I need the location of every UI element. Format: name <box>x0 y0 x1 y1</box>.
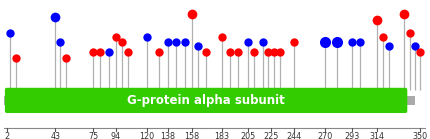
Point <box>333 41 340 43</box>
Point <box>112 36 119 38</box>
Point <box>63 57 70 59</box>
Point <box>276 51 283 53</box>
Text: 350: 350 <box>412 132 427 139</box>
Point <box>291 41 298 43</box>
Point <box>57 41 64 43</box>
Text: 120: 120 <box>139 132 154 139</box>
Point <box>321 41 328 43</box>
Point <box>349 41 356 43</box>
Point <box>90 51 97 53</box>
Point <box>203 51 209 53</box>
Point <box>357 41 364 43</box>
Bar <box>2 96 9 105</box>
Text: 270: 270 <box>317 132 332 139</box>
Point <box>218 36 225 38</box>
Text: 205: 205 <box>240 132 255 139</box>
Point <box>250 51 257 53</box>
Point <box>260 41 267 43</box>
Point <box>227 51 233 53</box>
Point <box>105 51 112 53</box>
Text: 225: 225 <box>264 132 279 139</box>
Point <box>385 44 392 47</box>
Point <box>235 51 242 53</box>
Text: 94: 94 <box>111 132 121 139</box>
Point <box>173 41 180 43</box>
Text: 138: 138 <box>161 132 175 139</box>
Point <box>124 51 131 53</box>
Text: 244: 244 <box>286 132 301 139</box>
Text: G-protein alpha subunit: G-protein alpha subunit <box>127 94 285 107</box>
Point <box>407 32 414 34</box>
Point <box>97 51 104 53</box>
FancyBboxPatch shape <box>5 88 407 113</box>
Text: 183: 183 <box>214 132 229 139</box>
Point <box>380 36 387 38</box>
Text: 2: 2 <box>4 132 9 139</box>
Point <box>264 51 271 53</box>
Text: 293: 293 <box>344 132 360 139</box>
Text: 314: 314 <box>369 132 384 139</box>
Point <box>155 51 162 53</box>
Point <box>7 32 14 34</box>
Point <box>13 57 20 59</box>
Point <box>52 15 59 18</box>
Bar <box>405 96 415 105</box>
Text: 158: 158 <box>184 132 200 139</box>
Point <box>244 41 251 43</box>
Point <box>194 44 201 47</box>
Text: 75: 75 <box>88 132 98 139</box>
Point <box>416 51 423 53</box>
Text: 43: 43 <box>50 132 60 139</box>
Point <box>412 44 418 47</box>
Point <box>143 36 150 38</box>
Point <box>374 19 381 21</box>
Point <box>165 41 172 43</box>
Point <box>401 13 408 15</box>
Point <box>181 41 188 43</box>
Point <box>188 13 195 15</box>
Point <box>118 41 125 43</box>
Point <box>270 51 277 53</box>
